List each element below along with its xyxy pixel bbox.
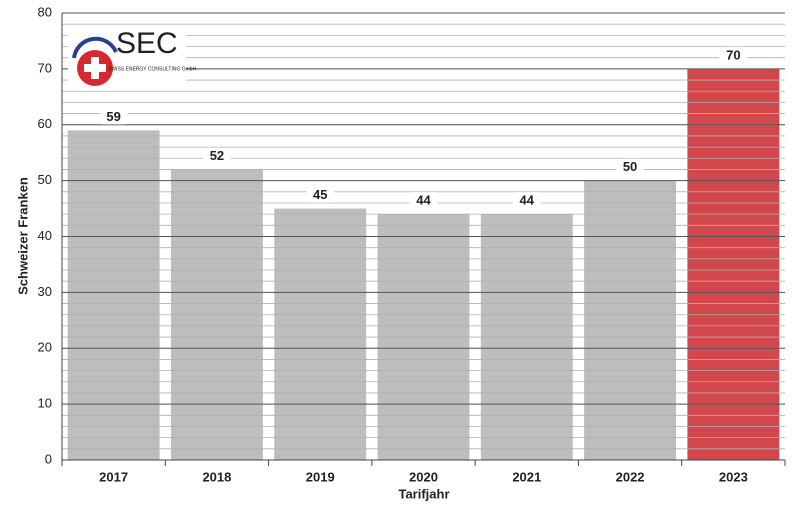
value-label: 44 (416, 193, 431, 208)
logo-arc (72, 36, 118, 59)
value-label-background (306, 186, 335, 203)
value-label: 59 (106, 109, 120, 124)
logo-text: SEC (116, 27, 178, 60)
logo-subtitle: SWISS ENERGY CONSULTING GmbH (108, 66, 197, 72)
y-tick-label: 0 (45, 451, 52, 466)
x-tick-label: 2021 (512, 469, 541, 484)
value-label: 50 (623, 159, 637, 174)
value-label-background (202, 147, 231, 164)
y-tick-label: 60 (38, 116, 52, 131)
x-tick-label: 2022 (616, 469, 645, 484)
bar (687, 68, 780, 460)
value-label-background (99, 108, 128, 125)
y-tick-label: 10 (38, 396, 52, 411)
bar (67, 130, 160, 460)
y-tick-label: 70 (38, 60, 52, 75)
y-tick-label: 40 (38, 228, 52, 243)
logo: SEC SWISS ENERGY CONSULTING GmbH (68, 26, 197, 90)
value-label: 44 (520, 193, 535, 208)
y-axis-title: Schweizer Franken (15, 177, 30, 295)
y-tick-label: 20 (38, 340, 52, 355)
y-tick-label: 50 (38, 172, 52, 187)
value-label-background (719, 46, 748, 63)
x-tick-label: 2018 (202, 469, 231, 484)
x-tick-label: 2017 (99, 469, 128, 484)
value-label: 45 (313, 187, 327, 202)
value-label-background (512, 192, 541, 209)
x-axis-title: Tarifjahr (398, 486, 449, 501)
bar (274, 208, 367, 460)
bar (584, 180, 677, 460)
value-label-background (616, 158, 645, 175)
x-tick-label: 2020 (409, 469, 438, 484)
value-label: 70 (726, 47, 740, 62)
x-tick-label: 2023 (719, 469, 748, 484)
value-label: 52 (210, 148, 224, 163)
value-label-background (409, 192, 438, 209)
logo-cross (84, 64, 106, 72)
y-tick-label: 30 (38, 284, 52, 299)
x-tick-label: 2019 (306, 469, 335, 484)
y-tick-label: 80 (38, 4, 52, 19)
